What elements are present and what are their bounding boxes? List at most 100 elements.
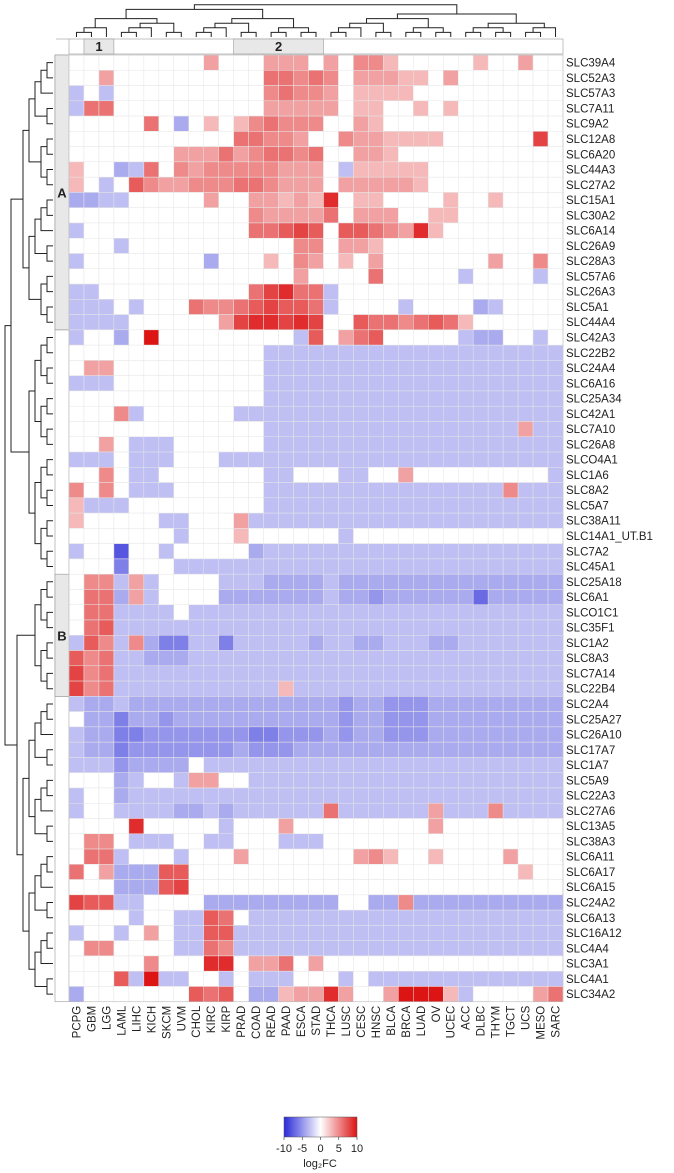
heatmap-cell [323,192,339,208]
heatmap-cell [338,375,354,392]
heatmap-cell [413,955,429,972]
heatmap-cell [158,405,175,422]
heatmap-cell [248,650,264,667]
heatmap-cell [263,802,279,819]
heatmap-cell [487,635,504,651]
heatmap-cell [353,237,369,254]
heatmap-cell [203,635,219,651]
heatmap-cell [398,650,414,667]
heatmap-cell [323,864,339,880]
heatmap-cell [547,589,564,605]
heatmap-cell [353,619,369,636]
heatmap-cell [383,436,399,453]
row-label: SLC6A16 [566,378,615,390]
heatmap-cell [68,787,85,804]
heatmap-cell [83,680,100,697]
heatmap-cell [502,268,519,285]
heatmap-cell [502,894,519,911]
heatmap-cell [68,680,85,697]
heatmap-cell [293,360,309,376]
heatmap-cell [368,986,384,1002]
heatmap-cell [547,161,564,178]
heatmap-cell [368,344,384,361]
heatmap-cell [113,909,130,926]
heatmap-cell [547,741,564,758]
heatmap-cell [323,543,339,560]
heatmap-cell [188,314,204,331]
heatmap-cell [413,360,429,376]
heatmap-cell [428,161,444,178]
heatmap-cell [98,665,115,682]
heatmap-cell [293,894,309,911]
heatmap-cell [68,497,85,514]
heatmap-cell [233,619,249,636]
heatmap-cell [203,85,219,102]
heatmap-cell [457,818,474,835]
heatmap-cell [233,85,249,102]
heatmap-cell [338,802,354,819]
heatmap-cell [413,940,429,957]
heatmap-cell [188,161,204,178]
heatmap-cell [338,528,354,544]
row-label: SLC7A11 [566,103,614,115]
heatmap-cell [308,314,324,331]
heatmap-cell [338,619,354,636]
heatmap-cell [413,650,429,667]
heatmap-cell [218,665,234,682]
heatmap-cell [158,161,175,178]
heatmap-cell [143,970,160,987]
heatmap-cell [263,757,279,773]
heatmap-cell [383,451,399,468]
heatmap-cell [188,558,204,575]
heatmap-cell [443,741,459,758]
heatmap-cell [218,299,234,315]
heatmap-cell [368,543,384,560]
heatmap-cell [188,925,204,941]
heatmap-cell [502,543,519,560]
heatmap-cell [98,696,115,712]
heatmap-cell [398,818,414,835]
heatmap-cell [338,222,354,239]
heatmap-cell [158,70,175,86]
heatmap-cell [368,879,384,896]
heatmap-cell [263,925,279,941]
heatmap-cell [413,726,429,743]
heatmap-cell [188,512,204,529]
heatmap-cell [143,329,160,346]
heatmap-cell [443,558,459,575]
heatmap-cell [308,161,324,178]
heatmap-cell [383,589,399,605]
heatmap-cell [68,512,85,529]
row-label: SLC7A10 [566,424,615,436]
heatmap-cell [188,70,204,86]
heatmap-cell [383,787,399,804]
heatmap-cell [128,726,145,743]
heatmap-cell [457,573,474,590]
heatmap-cell [293,405,309,422]
heatmap-cell [517,299,534,315]
heatmap-cell [323,741,339,758]
heatmap-cell [457,543,474,560]
heatmap-cell [428,299,444,315]
heatmap-cell [98,436,115,453]
heatmap-cell [532,970,549,987]
heatmap-cell [353,100,369,117]
heatmap-cell [278,344,294,361]
heatmap-cell [83,528,100,544]
column-label: BRCA [401,1005,413,1037]
heatmap-cell [293,482,309,499]
heatmap-cell [113,864,130,880]
heatmap-cell [188,589,204,605]
heatmap-cell [158,268,175,285]
heatmap-cell [203,650,219,667]
column-label: LUAD [416,1006,428,1037]
heatmap-cell [188,757,204,773]
heatmap-cell [457,879,474,896]
heatmap-cell [158,482,175,499]
column-label: ACC [461,1006,473,1030]
heatmap-cell [338,986,354,1002]
row-label: SLC24A4 [566,363,616,375]
heatmap-cell [428,650,444,667]
heatmap-cell [98,573,115,590]
